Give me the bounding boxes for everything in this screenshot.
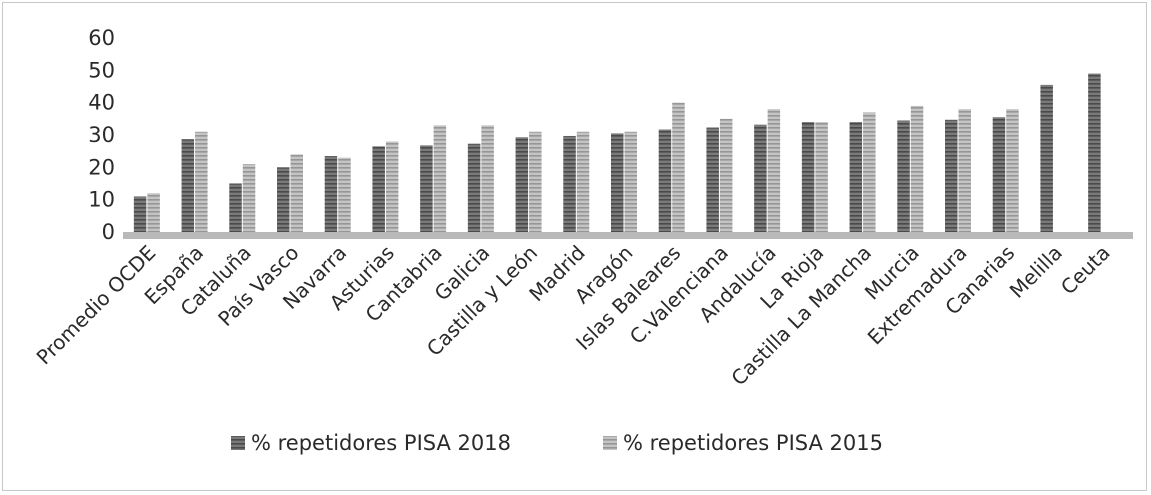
bar-2015-extremadura <box>958 109 971 232</box>
bar-2015-espana <box>195 131 208 232</box>
bar-2018-andalucia <box>754 124 767 232</box>
bar-2018-murcia <box>897 120 910 232</box>
bar-2018-extremadura <box>945 119 958 232</box>
legend-swatch-2015 <box>603 436 617 450</box>
bar-2018-promedio-ocde <box>133 196 147 232</box>
bar-2018-castilla-y-leon <box>515 137 529 232</box>
bar-2018-islas-baleares <box>658 129 672 232</box>
bar-2018-cantabria <box>420 145 433 232</box>
bar-2018-pais-vasco <box>277 167 290 232</box>
x-axis-line <box>123 232 1133 239</box>
bar-2018-madrid <box>563 135 576 232</box>
bar-2018-galicia <box>467 143 481 232</box>
y-tick-label-60: 60 <box>88 26 115 50</box>
bar-2018-castilla-la-mancha <box>849 122 863 232</box>
y-tick-label-20: 20 <box>88 155 115 179</box>
legend: % repetidores PISA 2018 % repetidores PIS… <box>231 431 883 455</box>
x-tick-label-ceuta: Ceuta <box>1056 241 1115 300</box>
x-axis-baseline <box>123 232 1133 239</box>
bar-2015-la-rioja <box>815 122 828 232</box>
bar-2015-murcia <box>910 105 924 232</box>
bar-2015-aragon <box>624 131 637 232</box>
bar-2015-islas-baleares <box>672 102 685 232</box>
bar-chart: 0 10 20 30 40 50 60 Promedio OCDEEspañaCataluñ… <box>32 26 1133 455</box>
legend-label-2015: % repetidores PISA 2015 <box>623 431 883 455</box>
bar-2015-pais-vasco <box>290 154 303 232</box>
bars <box>133 73 1101 232</box>
bar-2015-navarra <box>338 157 351 232</box>
bar-2015-asturias <box>385 141 399 232</box>
bar-2015-andalucia <box>767 109 781 232</box>
bar-2018-canarias <box>992 117 1006 232</box>
bar-2018-cataluna <box>229 183 242 232</box>
y-tick-label-40: 40 <box>88 91 115 115</box>
bar-2018-navarra <box>324 156 338 232</box>
y-axis: 0 10 20 30 40 50 60 <box>88 26 115 244</box>
bar-2018-c-valenciana <box>706 127 719 232</box>
bar-2015-promedio-ocde <box>147 193 160 232</box>
legend-swatch-2018 <box>231 436 245 450</box>
bar-2015-cantabria <box>433 125 447 232</box>
bar-2015-galicia <box>481 125 494 232</box>
bar-2015-castilla-y-leon <box>529 131 542 232</box>
y-tick-label-30: 30 <box>88 123 115 147</box>
bar-2018-asturias <box>372 146 385 232</box>
y-tick-label-50: 50 <box>88 58 115 82</box>
bar-2015-cataluna <box>242 164 256 232</box>
bar-2018-la-rioja <box>801 122 815 232</box>
bar-2015-canarias <box>1006 109 1019 232</box>
y-tick-label-10: 10 <box>88 188 115 212</box>
bar-2018-aragon <box>611 133 624 232</box>
y-tick-label-0: 0 <box>102 220 115 244</box>
bar-2015-castilla-la-mancha <box>863 112 876 232</box>
x-tick-label-melilla: Melilla <box>1005 241 1067 303</box>
bar-2015-c-valenciana <box>719 118 733 232</box>
bar-2015-madrid <box>576 131 590 232</box>
x-tick-label-promedio-ocde: Promedio OCDE <box>32 241 161 370</box>
bar-2018-melilla <box>1040 84 1053 232</box>
bar-2018-ceuta <box>1088 73 1101 232</box>
bar-2018-espana <box>181 139 195 232</box>
legend-label-2018: % repetidores PISA 2018 <box>251 431 511 455</box>
